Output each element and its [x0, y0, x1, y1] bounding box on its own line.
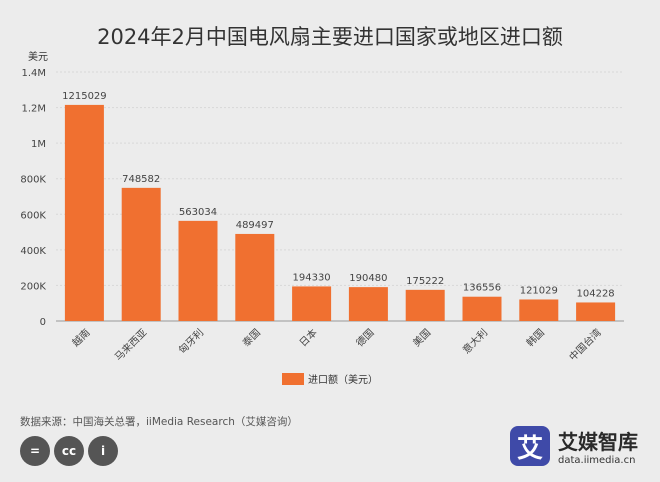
data-labels: 1215029 748582 563034 489497 194330 190480 175… — [62, 91, 615, 300]
x-tick-label: 意大利 — [460, 326, 490, 356]
y-axis-unit-label: 美元 — [28, 50, 48, 63]
brand-logo-icon: 艾 — [510, 426, 550, 466]
brand-name: 艾媒智库 — [558, 430, 638, 454]
y-tick-label: 1M — [31, 139, 46, 150]
x-tick-label: 德国 — [353, 326, 376, 349]
brand-url: data.iimedia.cn — [558, 455, 636, 466]
legend-label: 进口额（美元） — [308, 373, 378, 386]
y-axis-ticks: 0 200K 400K 600K 800K 1M 1.2M 1.4M — [20, 68, 46, 328]
x-tick-label: 泰国 — [240, 326, 263, 349]
bar — [462, 296, 502, 321]
bar — [519, 299, 559, 321]
cc-icon: cc — [54, 436, 84, 466]
data-label: 563034 — [179, 207, 217, 218]
y-tick-label: 800K — [20, 175, 46, 186]
y-tick-label: 600K — [20, 210, 46, 221]
y-tick-label: 1.2M — [21, 104, 46, 115]
bar — [235, 233, 275, 321]
bar — [576, 302, 616, 321]
data-label: 1215029 — [62, 91, 107, 102]
data-label: 489497 — [236, 220, 274, 231]
bar — [348, 287, 388, 321]
bar — [64, 104, 104, 322]
bar-chart: 2024年2月中国电风扇主要进口国家或地区进口额 美元 0 200K 400K 600… — [20, 25, 624, 386]
source-note: 数据来源：中国海关总署，iiMedia Research（艾媒咨询） — [20, 416, 298, 428]
x-tick-label: 马来西亚 — [113, 327, 150, 364]
data-label: 190480 — [349, 273, 387, 284]
legend: 进口额（美元） — [282, 373, 378, 386]
person-icon: i — [88, 436, 118, 466]
data-label: 175222 — [406, 276, 444, 287]
y-tick-label: 1.4M — [21, 68, 46, 79]
legend-swatch — [282, 373, 304, 385]
bar — [121, 187, 161, 321]
bar — [178, 220, 218, 321]
x-axis-ticks: 越南 马来西亚 匈牙利 泰国 日本 德国 美国 意大利 韩国 中国台湾 — [69, 326, 604, 363]
y-tick-label: 0 — [40, 317, 46, 328]
x-tick-label: 中国台湾 — [566, 326, 603, 363]
data-label: 194330 — [293, 272, 331, 283]
chart-title: 2024年2月中国电风扇主要进口国家或地区进口额 — [97, 25, 563, 49]
data-label: 136556 — [463, 283, 501, 294]
x-tick-label: 匈牙利 — [176, 326, 206, 356]
brand-logo-block: 艾 艾媒智库 data.iimedia.cn — [510, 426, 638, 466]
data-label: 104228 — [577, 288, 615, 299]
x-tick-label: 日本 — [296, 326, 319, 349]
x-tick-label: 韩国 — [524, 326, 547, 349]
grid-lines — [56, 71, 624, 322]
data-label: 748582 — [122, 174, 160, 185]
license-icons: = cc i — [20, 436, 118, 466]
bar — [292, 286, 332, 321]
data-label: 121029 — [520, 285, 558, 296]
y-tick-label: 400K — [20, 246, 46, 257]
bars — [64, 104, 616, 322]
x-tick-label: 美国 — [410, 326, 433, 349]
equals-icon: = — [20, 436, 50, 466]
y-tick-label: 200K — [20, 281, 46, 292]
x-tick-label: 越南 — [69, 326, 92, 349]
bar — [405, 289, 445, 321]
